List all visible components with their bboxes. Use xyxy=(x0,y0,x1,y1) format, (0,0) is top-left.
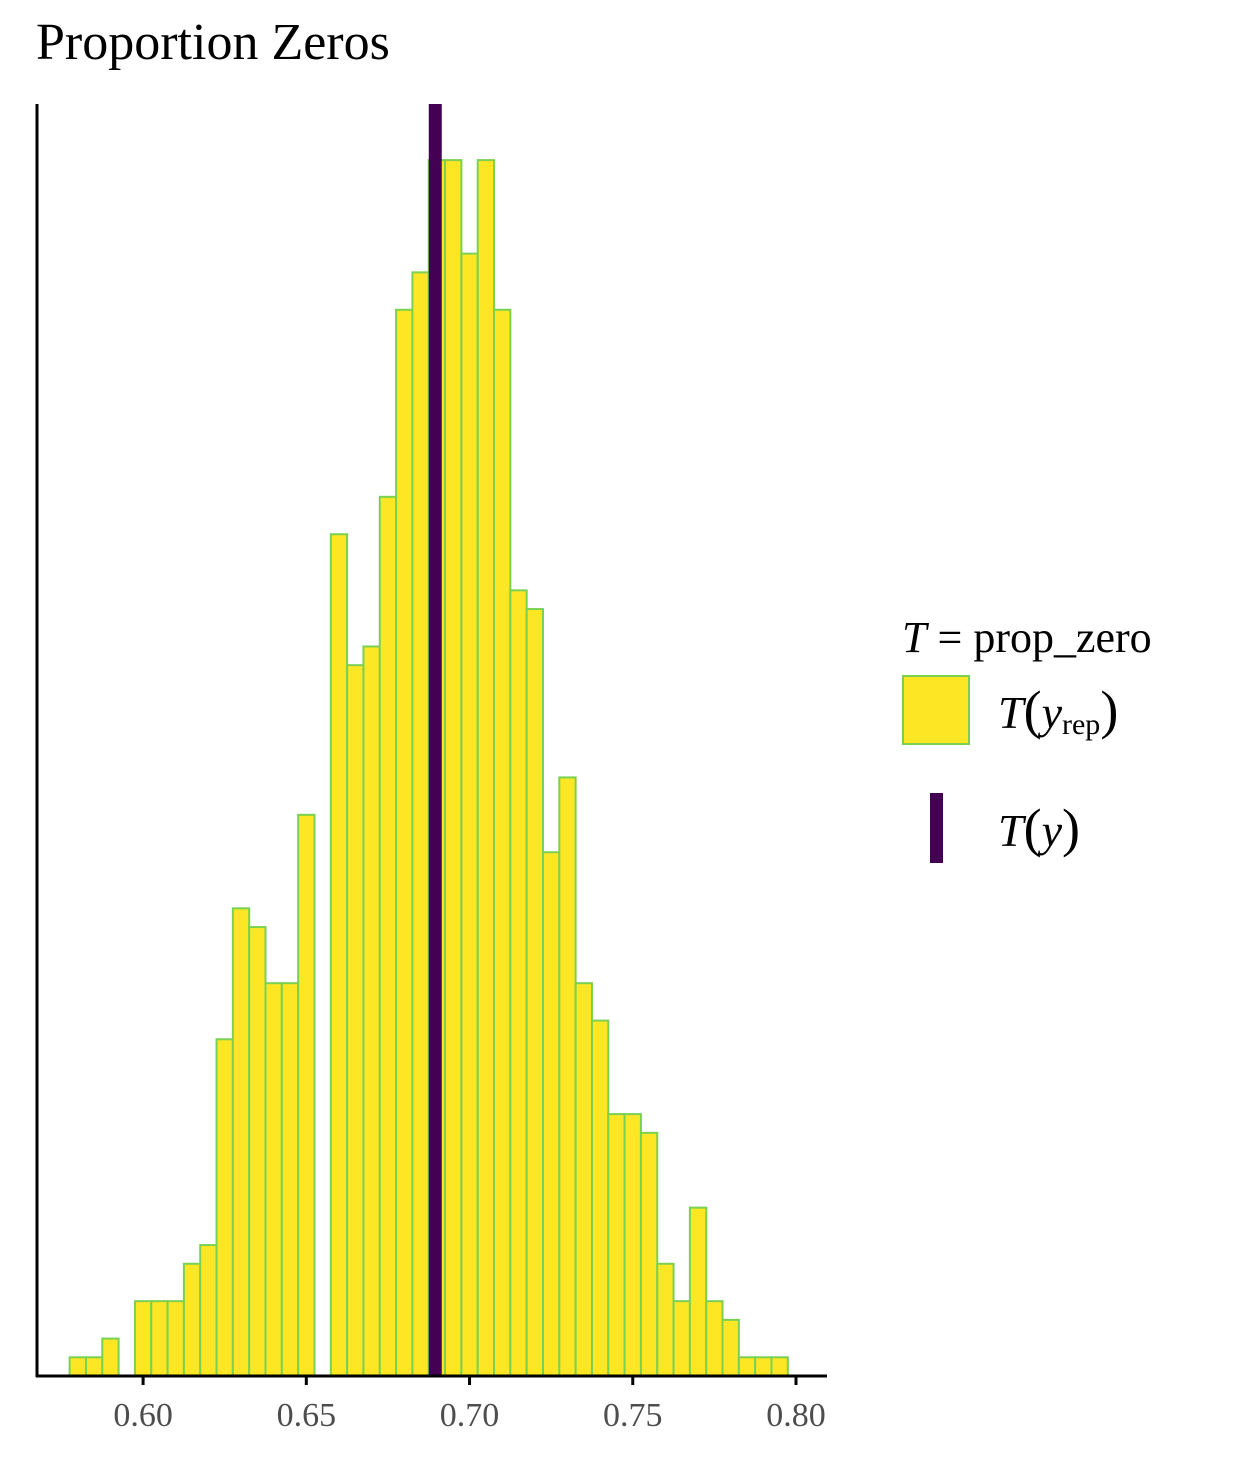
legend-title-stat: prop_zero xyxy=(973,613,1152,662)
x-tick-label: 0.65 xyxy=(277,1397,337,1434)
histogram-bar xyxy=(101,1337,120,1378)
legend-title: T = prop_zero xyxy=(902,612,1152,663)
histogram-bar xyxy=(411,271,430,1378)
histogram-bar xyxy=(248,926,267,1377)
histogram-bar xyxy=(346,664,365,1377)
histogram-bar xyxy=(264,982,283,1377)
histogram-bar xyxy=(705,1300,724,1378)
histogram-bar xyxy=(84,1356,104,1377)
histogram-bar xyxy=(558,776,577,1377)
histogram-bar xyxy=(297,813,316,1377)
histogram-bar xyxy=(672,1300,691,1378)
histogram-bar xyxy=(444,159,463,1377)
histogram-bar xyxy=(68,1356,87,1377)
legend-item-yrep: T(yrep) xyxy=(902,675,1152,745)
histogram-bar xyxy=(688,1206,708,1378)
histogram-bar xyxy=(623,1113,642,1378)
x-tick-label: 0.70 xyxy=(440,1397,500,1434)
histogram-bar xyxy=(460,252,479,1377)
legend-label-yrep: T(yrep) xyxy=(998,679,1119,741)
histogram-bar xyxy=(607,1113,626,1378)
histogram-bar xyxy=(133,1300,153,1378)
x-tick-label: 0.60 xyxy=(113,1397,173,1434)
legend-item-y: T(y) xyxy=(902,793,1152,863)
histogram-bar xyxy=(770,1356,789,1377)
histogram-bar xyxy=(574,982,593,1377)
chart-title: Proportion Zeros xyxy=(36,14,390,71)
histogram-bar xyxy=(362,645,381,1377)
histogram-bar xyxy=(656,1262,675,1377)
histogram-bar xyxy=(378,495,398,1377)
histogram-bar xyxy=(199,1244,218,1378)
histogram-bar xyxy=(182,1262,202,1377)
legend-label-y: T(y) xyxy=(998,798,1080,858)
histogram-bar xyxy=(541,851,561,1377)
histogram-bar xyxy=(737,1356,757,1377)
histogram-bar xyxy=(395,308,414,1378)
histogram-bar xyxy=(493,308,512,1378)
histogram-bar xyxy=(280,982,300,1377)
histogram-bar xyxy=(329,533,349,1377)
histogram-bar xyxy=(215,1038,234,1377)
histogram-bar xyxy=(476,159,496,1377)
histogram-bar xyxy=(150,1300,169,1378)
legend-swatch-y xyxy=(929,793,943,863)
legend: T = prop_zero T(yrep) T(y) xyxy=(902,612,1152,863)
histogram-bars xyxy=(68,159,789,1378)
histogram-bar xyxy=(754,1356,773,1377)
x-tick-label: 0.80 xyxy=(766,1397,826,1434)
histogram-bar xyxy=(231,907,251,1378)
x-axis-ticks: 0.60 0.65 0.70 0.75 0.80 xyxy=(113,1376,826,1434)
legend-title-equals: = xyxy=(926,613,974,662)
legend-swatch-yrep xyxy=(902,675,970,745)
histogram-bar xyxy=(525,608,544,1377)
histogram-bar xyxy=(509,589,528,1377)
histogram-bar xyxy=(721,1318,740,1377)
histogram-bar xyxy=(166,1300,185,1378)
histogram-bar xyxy=(639,1131,659,1377)
legend-title-t: T xyxy=(902,613,927,662)
x-tick-label: 0.75 xyxy=(603,1397,663,1434)
histogram-bar xyxy=(590,1019,610,1378)
